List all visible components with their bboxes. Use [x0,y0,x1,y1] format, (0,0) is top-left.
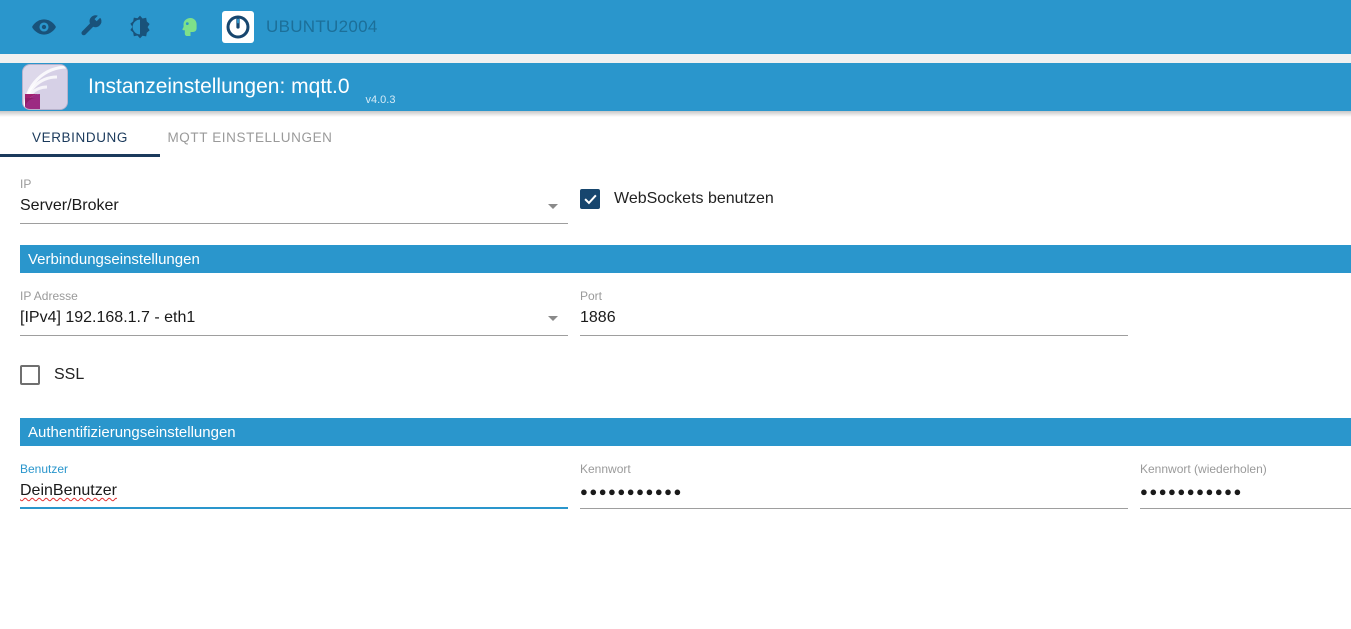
connection-type-label: IP [20,177,32,191]
contrast-icon[interactable] [120,7,160,47]
tab-mqtt-einstellungen-label: MQTT EINSTELLUNGEN [167,129,333,145]
password-repeat-underline [1140,508,1351,509]
port-value: 1886 [580,309,616,326]
user-value: DeinBenutzer [20,482,117,499]
password-underline [580,508,1128,509]
section-header-authentifizierungseinstellungen: Authentifizierungseinstellungen [20,418,1351,446]
host-title: UBUNTU2004 [266,17,378,36]
user-label: Benutzer [20,462,69,476]
ssl-checkbox-row[interactable]: SSL [20,365,84,385]
tab-verbindung-label: VERBINDUNG [31,129,128,145]
mqtt-adapter-logo [22,64,68,110]
password-repeat-input[interactable]: Kennwort (wiederholen) ●●●●●●●●●●● [1140,462,1351,509]
password-input[interactable]: Kennwort ●●●●●●●●●●● [580,462,1128,509]
instance-title: Instanzeinstellungen: mqtt.0 [88,75,350,98]
ip-address-value: [IPv4] 192.168.1.7 - eth1 [20,309,196,326]
websockets-checkbox-row[interactable]: WebSockets benutzen [580,189,774,209]
connection-type-underline [20,223,568,224]
top-toolbar: UBUNTU2004 [0,0,1351,54]
port-input[interactable]: Port 1886 [580,289,1128,336]
ip-address-underline [20,335,568,336]
user-input[interactable]: Benutzer DeinBenutzer [20,462,568,509]
instance-header: Instanzeinstellungen: mqtt.0 v4.0.3 [0,63,1351,111]
password-repeat-value: ●●●●●●●●●●● [1140,484,1243,499]
user-value-wrapper: DeinBenutzer [20,480,568,504]
websockets-label: WebSockets benutzen [614,190,774,207]
password-repeat-label: Kennwort (wiederholen) [1140,462,1267,476]
section-title-auth: Authentifizierungseinstellungen [28,423,236,441]
password-value: ●●●●●●●●●●● [580,484,683,499]
password-label: Kennwort [580,462,631,476]
websockets-checkbox[interactable] [580,189,600,209]
eye-icon[interactable] [24,7,64,47]
tab-mqtt-einstellungen[interactable]: MQTT EINSTELLUNGEN [160,117,340,157]
port-underline [580,335,1128,336]
ssl-label: SSL [54,366,85,383]
section-title-verbindung: Verbindungseinstellungen [28,250,200,268]
tab-verbindung[interactable]: VERBINDUNG [0,117,160,157]
settings-form: IP Server/Broker WebSockets benutzen Ver… [0,157,1351,629]
chevron-down-icon[interactable] [548,316,558,321]
head-icon[interactable] [168,7,208,47]
ip-address-select[interactable]: IP Adresse [IPv4] 192.168.1.7 - eth1 [20,289,568,336]
connection-type-value: Server/Broker [20,197,119,214]
port-label: Port [580,289,603,303]
wrench-icon[interactable] [72,7,112,47]
iobroker-logo[interactable] [222,11,254,43]
chevron-down-icon[interactable] [548,204,558,209]
instance-version: v4.0.3 [365,94,396,106]
ip-address-label: IP Adresse [20,289,78,303]
toolbar-separator [0,54,1351,63]
section-header-verbindungseinstellungen: Verbindungseinstellungen [20,245,1351,273]
check-icon [583,194,597,204]
connection-type-select[interactable]: IP Server/Broker [20,177,568,224]
tab-bar: VERBINDUNG MQTT EINSTELLUNGEN [0,117,1351,157]
ssl-checkbox[interactable] [20,365,40,385]
user-underline-focused [20,507,568,509]
header-shadow [0,111,1351,117]
